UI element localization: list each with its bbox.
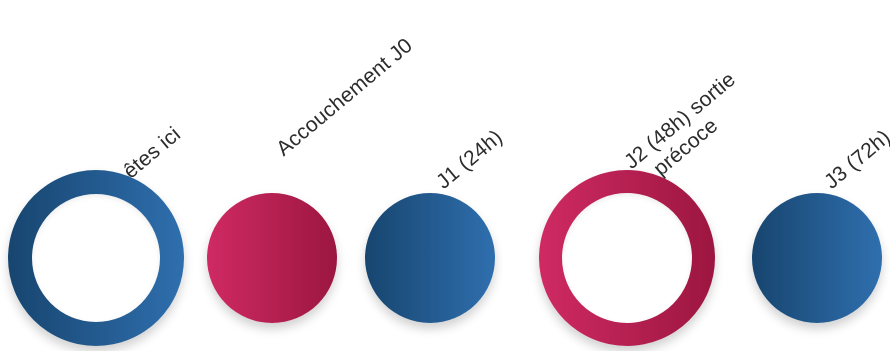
step-label-accouchement-j0: Accouchement J0: [272, 34, 418, 162]
step-circle-hole: [32, 194, 160, 322]
step-label-j3: J3 (72h): [820, 125, 890, 194]
step-circle-accouchement-j0: [207, 193, 337, 323]
step-circle-vous-etes-ici: [8, 170, 184, 346]
step-label-line: J1 (24h): [432, 125, 508, 194]
step-label-j1: J1 (24h): [432, 125, 508, 194]
step-circle-hole: [562, 193, 692, 323]
step-circle-j2: [539, 170, 715, 346]
step-circle-j1: [365, 193, 495, 323]
step-label-line: Accouchement J0: [272, 33, 417, 161]
step-circle-j3: [752, 193, 882, 323]
step-label-line: J3 (72h): [820, 125, 890, 194]
